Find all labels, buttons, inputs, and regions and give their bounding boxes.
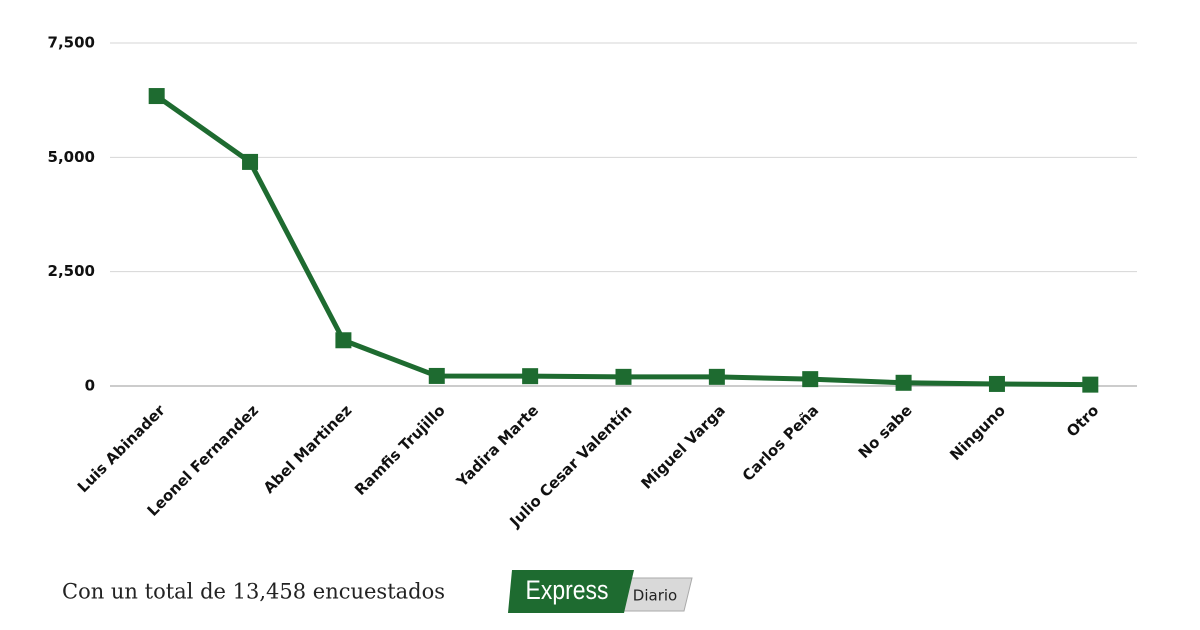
marker: [802, 371, 819, 388]
logo-bg: [508, 570, 634, 613]
marker: [148, 88, 165, 105]
marker: [988, 375, 1005, 392]
logo-sub: Diario: [633, 587, 677, 605]
marker: [895, 374, 912, 391]
x-tick-label: Ramfis Trujillo: [351, 401, 449, 499]
y-tick-label: 7,500: [48, 34, 95, 52]
logo-name: Express: [526, 575, 609, 605]
y-tick-label: 5,000: [48, 148, 95, 166]
marker: [242, 153, 259, 170]
y-tick-label: 0: [85, 377, 95, 395]
x-tick-label: Abel Martinez: [260, 401, 356, 497]
marker: [428, 367, 445, 384]
marker: [335, 332, 352, 349]
marker: [615, 368, 632, 385]
x-tick-label: Ninguno: [946, 401, 1009, 464]
x-tick-label: Luis Abinader: [74, 401, 169, 496]
footnote: Con un total de 13,458 encuestados: [62, 580, 445, 604]
marker: [1082, 376, 1099, 393]
x-tick-label: No sabe: [855, 401, 916, 462]
line: [155, 94, 1091, 388]
y-tick-label: 2,500: [48, 262, 95, 280]
marker: [522, 368, 539, 385]
logo: Express Diario: [508, 570, 693, 613]
x-tick-label: Carlos Peña: [739, 401, 823, 485]
x-tick-label: Miguel Varga: [638, 401, 729, 492]
x-tick-label: Yadira Marte: [452, 401, 542, 491]
marker: [708, 368, 725, 385]
x-tick-label: Otro: [1063, 401, 1102, 440]
